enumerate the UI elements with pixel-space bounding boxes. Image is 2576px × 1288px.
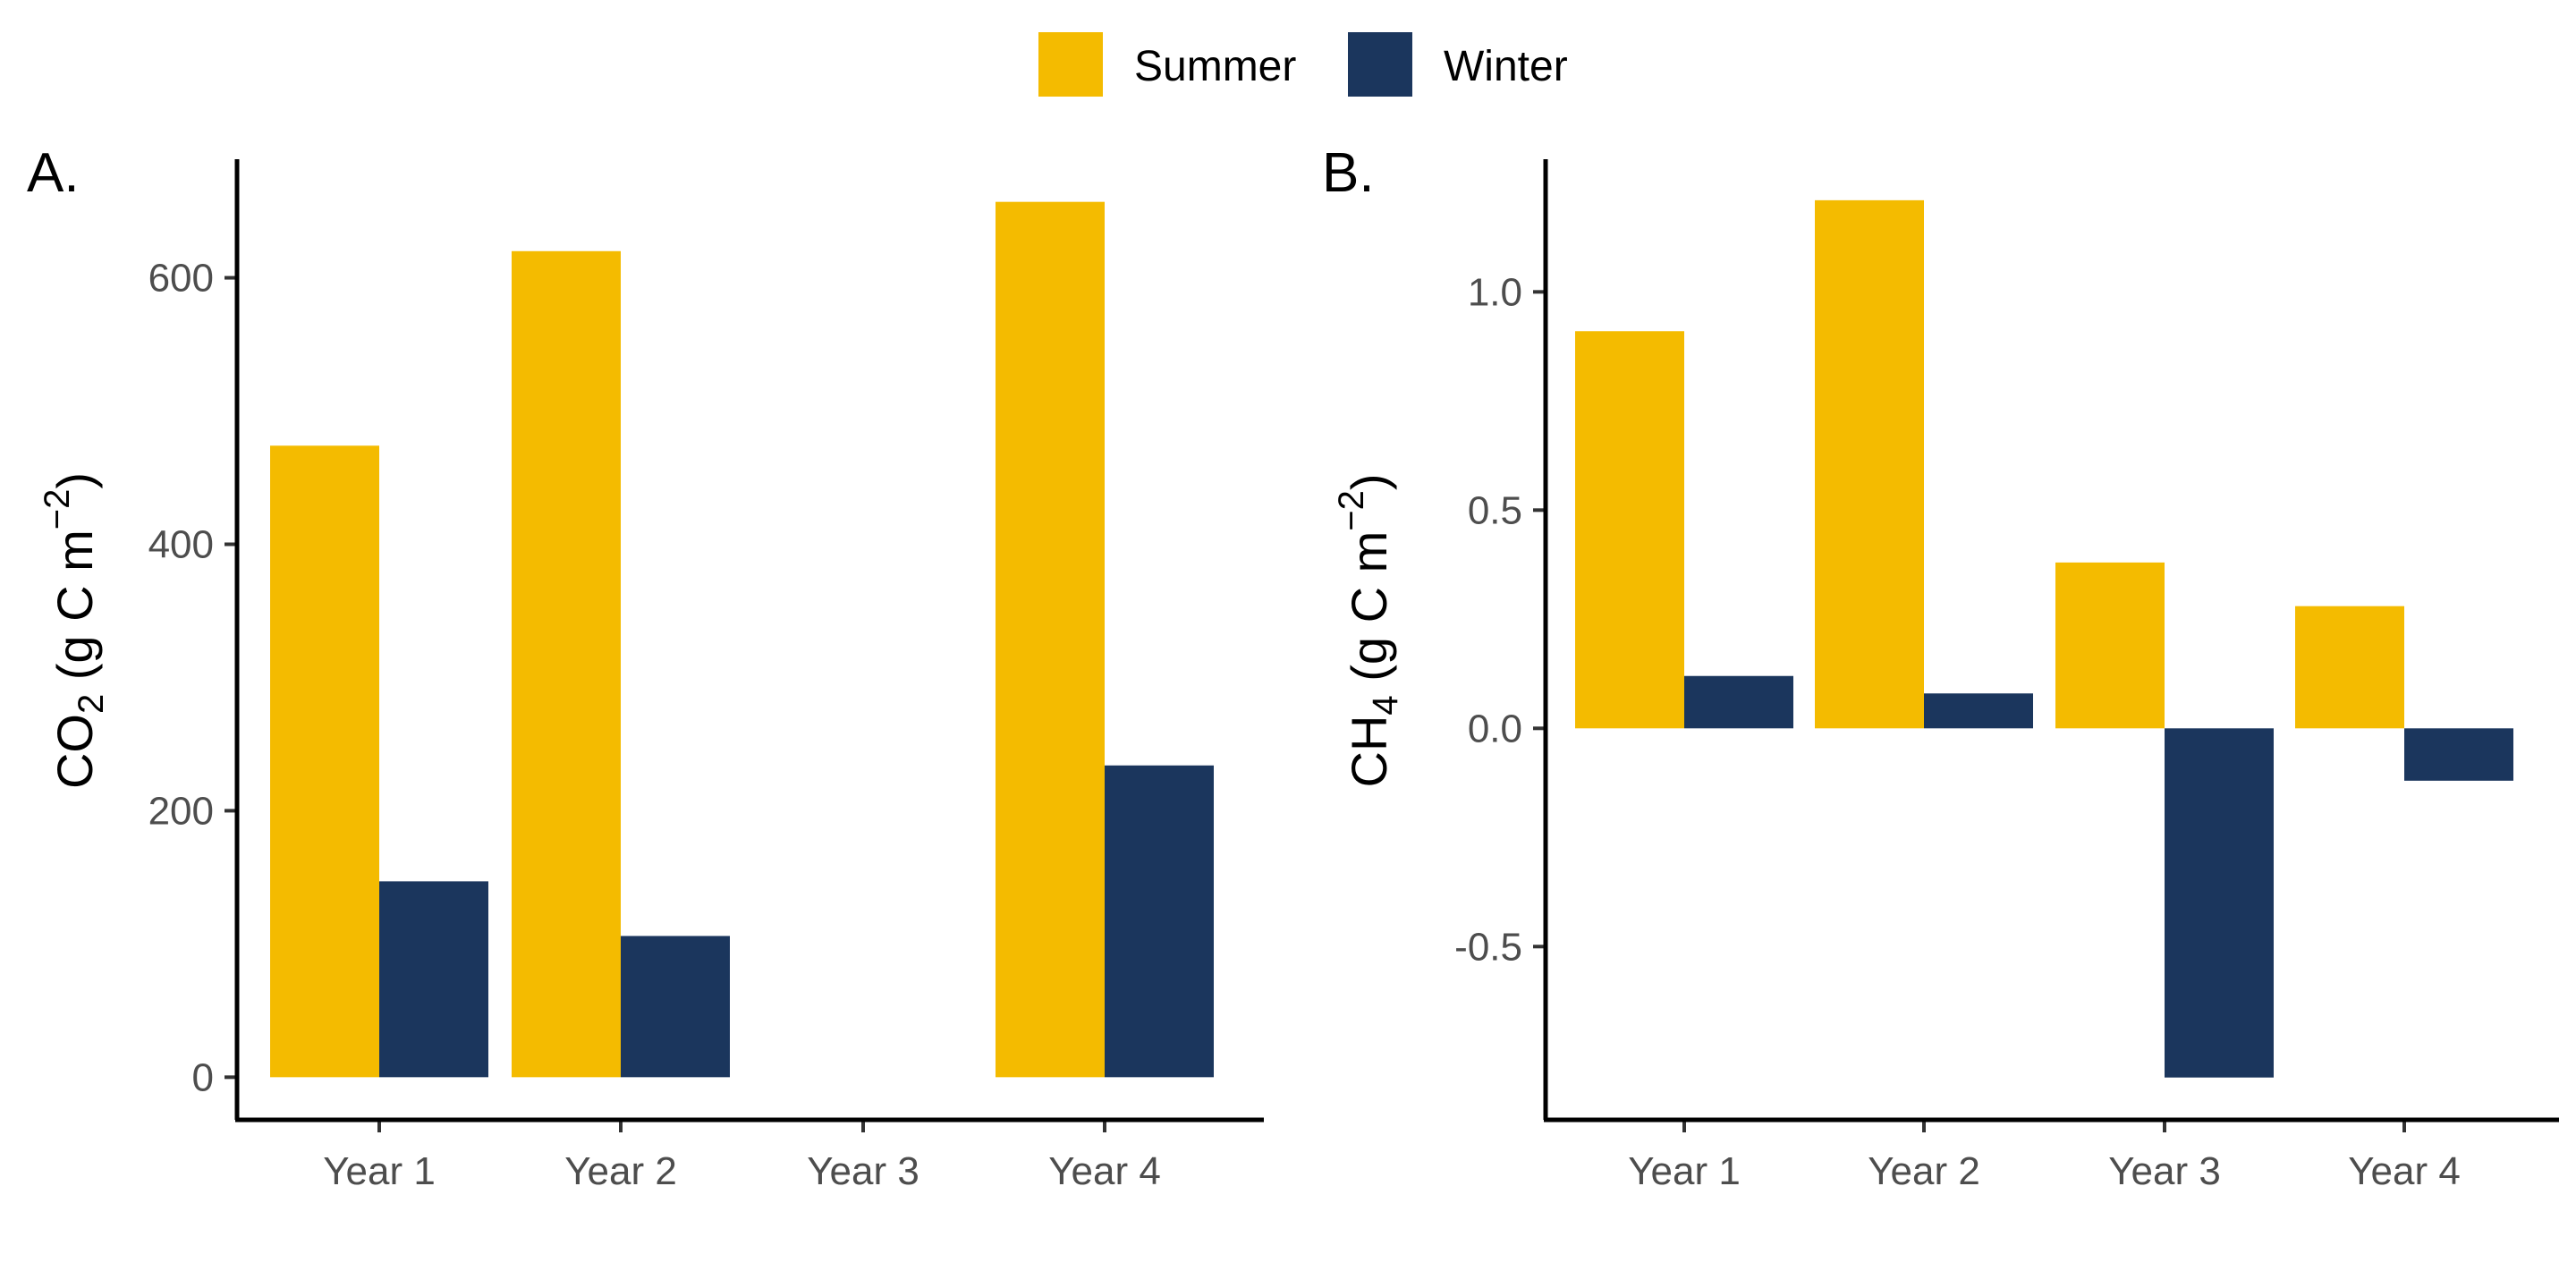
legend-swatch-winter [1348, 32, 1412, 97]
legend-label-summer: Summer [1134, 43, 1296, 90]
panel-a-ylabel-close: ) [47, 472, 103, 489]
legend: Summer Winter [1038, 32, 1568, 97]
legend-swatch-summer [1038, 32, 1103, 97]
panel-b-bar-winter [2404, 728, 2513, 781]
panel-a-ylabel-rest: (g C m [47, 530, 103, 694]
panel-b-ylabel-sup: −2 [1332, 490, 1371, 531]
panel-b-bar-summer [1815, 199, 1924, 729]
panel-b-ylabel-sub: 4 [1366, 695, 1405, 715]
panel-b-x-tick-label: Year 2 [1868, 1149, 1980, 1193]
panel-b-ylabel-main: CH [1341, 716, 1397, 788]
panel-a-x-tick-label: Year 4 [1048, 1149, 1161, 1193]
panel-a-ylabel-sub: 2 [72, 694, 111, 714]
panel-a: A. CO2 (g C m−2) 0 200 400 600 Year 1 Year 2… [27, 142, 1264, 1193]
panel-a-x-tick-label: Year 2 [564, 1149, 677, 1193]
panel-a-y-tick-label: 400 [148, 522, 214, 566]
panel-b-x-tick-label: Year 3 [2108, 1149, 2221, 1193]
panel-a-ylabel: CO2 (g C m−2) [38, 472, 111, 789]
panel-b-y-tick-label: 0.5 [1468, 488, 1522, 532]
panel-b: B. CH4 (g C m−2) -0.50.00.51.0 Year 1 Yea… [1322, 142, 2559, 1193]
panel-b-ylabel: CH4 (g C m−2) [1332, 474, 1405, 788]
panel-b-y-tick-label: 0.0 [1468, 707, 1522, 750]
panel-b-y-ticks: -0.5 0.0 0.5 1.0 [1454, 270, 1546, 969]
panel-b-x-tick-label: Year 1 [1628, 1149, 1741, 1193]
panel-a-y-ticks: 0 200 400 600 [148, 257, 237, 1099]
panel-b-ylabel-rest: (g C m [1341, 531, 1397, 696]
panel-a-bar-summer [996, 201, 1105, 1078]
panel-b-bar-winter [1924, 693, 2033, 729]
panel-a-bar-summer [270, 445, 379, 1078]
panel-a-ylabel-main: CO [47, 714, 103, 789]
panel-b-tag: B. [1322, 142, 1375, 204]
panel-a-bars [270, 201, 1214, 1078]
panel-b-y-tick-label: 1.0 [1468, 270, 1522, 314]
panel-a-bar-winter [379, 881, 488, 1078]
panel-a-ylabel-sup: −2 [38, 489, 77, 530]
panel-b-bar-winter [2165, 728, 2274, 1078]
panel-b-bar-summer [1575, 331, 1684, 729]
panel-a-y-tick-label: 0 [192, 1055, 214, 1099]
panel-b-ylabel-close: ) [1341, 474, 1397, 491]
panel-a-tag: A. [27, 142, 80, 204]
panel-a-x-ticks: Year 1 Year 2 Year 3 Year 4 [323, 1120, 1161, 1193]
panel-b-bar-winter [1684, 675, 1793, 729]
panel-b-y-tick-label: -0.5 [1454, 925, 1522, 969]
panel-a-bar-winter [1105, 765, 1214, 1078]
panel-b-bar-summer [2295, 606, 2404, 729]
panel-b-x-tick-label: Year 4 [2348, 1149, 2461, 1193]
panel-b-x-ticks: Year 1 Year 2 Year 3 Year 4 [1628, 1120, 2461, 1193]
panel-a-x-tick-label: Year 1 [323, 1149, 436, 1193]
panel-b-bar-summer [2055, 562, 2165, 729]
panel-a-bar-winter [621, 936, 730, 1078]
panel-a-bar-summer [512, 250, 621, 1078]
legend-label-winter: Winter [1444, 43, 1568, 90]
panel-a-y-tick-label: 600 [148, 257, 214, 301]
panel-a-x-tick-label: Year 3 [807, 1149, 919, 1193]
panel-a-y-tick-label: 200 [148, 789, 214, 833]
panel-b-bars [1575, 199, 2513, 1078]
